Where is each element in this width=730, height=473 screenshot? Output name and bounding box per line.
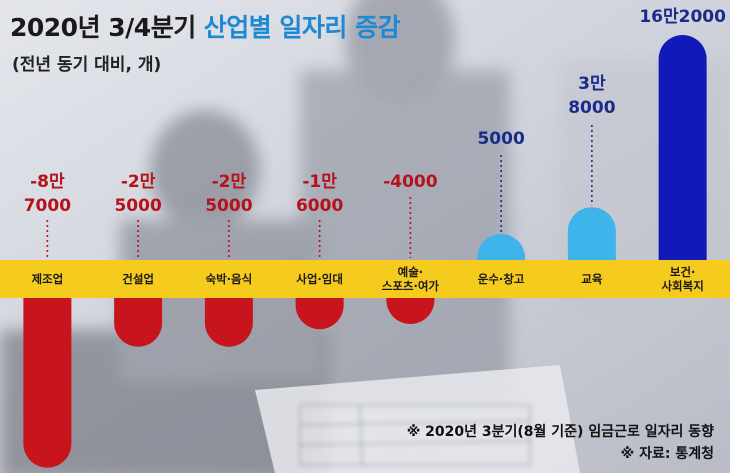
category-band [0, 260, 730, 298]
bar-0 [23, 298, 72, 468]
category-label-5: 운수·창고 [478, 272, 525, 286]
value-label-4: -4000 [383, 172, 438, 192]
value-label-1: -2만 5000 [114, 172, 161, 216]
value-label-2: -2만 5000 [205, 172, 252, 216]
bar-2 [204, 298, 253, 347]
value-label-3: -1만 6000 [296, 172, 343, 216]
category-label-7: 보건· 사회복지 [661, 265, 703, 293]
title-accent: 산업별 일자리 증감 [203, 13, 401, 42]
bar-7 [658, 35, 707, 261]
bar-1 [114, 298, 163, 347]
bar-5 [477, 234, 526, 260]
category-label-0: 제조업 [32, 272, 64, 286]
category-label-3: 사업·임대 [296, 272, 343, 286]
chart-subtitle: (전년 동기 대비, 개) [12, 55, 162, 75]
footnote-note: ※ 2020년 3분기(8월 기준) 임금근로 일자리 동향 [406, 424, 714, 440]
value-label-6: 3만 8000 [568, 74, 615, 118]
chart-title: 2020년 3/4분기 산업별 일자리 증감 [10, 8, 401, 44]
bar-4 [386, 298, 435, 324]
category-label-2: 숙박·음식 [206, 272, 253, 286]
bar-3 [295, 298, 344, 330]
category-label-6: 교육 [581, 272, 603, 286]
value-label-0: -8만 7000 [24, 172, 71, 216]
bar-6 [567, 207, 616, 260]
footnote-source: ※ 자료: 통계청 [620, 446, 714, 462]
value-label-5: 5000 [477, 129, 524, 149]
category-label-1: 건설업 [122, 272, 154, 286]
title-main: 2020년 3/4분기 [10, 13, 196, 42]
category-label-4: 예술· 스포츠·여가 [382, 265, 440, 293]
value-label-7: 16만2000 [639, 7, 726, 27]
